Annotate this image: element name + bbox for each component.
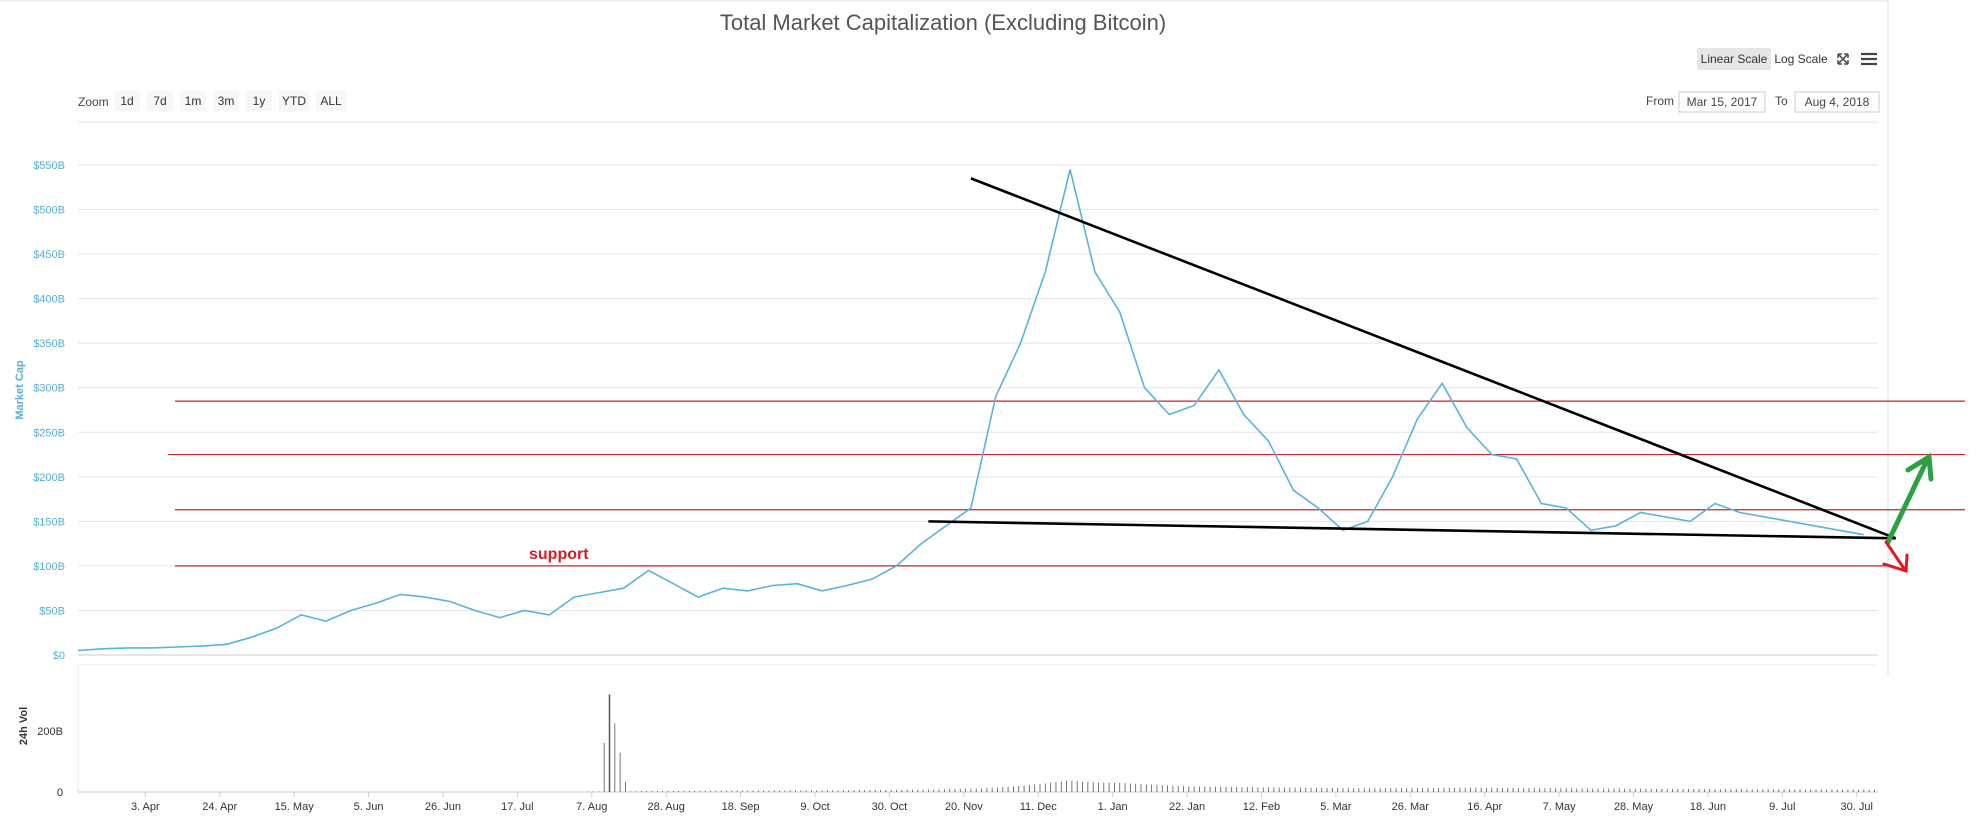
- zoom-button-7d[interactable]: 7d: [147, 91, 173, 111]
- x-tick-label: 9. Oct: [800, 801, 829, 813]
- support-label: support: [529, 546, 589, 563]
- up-arrow: [1885, 452, 1934, 545]
- y-tick-label: $250B: [33, 427, 65, 439]
- y-tick-label: $100B: [33, 561, 65, 573]
- log-scale-button[interactable]: Log Scale: [1774, 52, 1828, 66]
- trendline: [928, 520, 1896, 540]
- y-tick-label: $500B: [33, 205, 65, 217]
- from-date-value: Mar 15, 2017: [1687, 95, 1758, 109]
- y-tick-label: $200B: [33, 472, 65, 484]
- chart-title: Total Market Capitalization (Excluding B…: [720, 10, 1166, 35]
- x-tick-label: 24. Apr: [202, 801, 237, 813]
- x-tick-label: 30. Oct: [872, 801, 907, 813]
- zoom-button-1d[interactable]: 1d: [114, 91, 140, 111]
- volume-tick-label: 0: [57, 787, 63, 799]
- menu-icon[interactable]: [1861, 52, 1877, 66]
- volume-axis-title: 24h Vol: [18, 707, 30, 745]
- zoom-button-label: YTD: [282, 94, 306, 108]
- y-axis-title: Market Cap: [14, 360, 26, 420]
- linear-scale-label: Linear Scale: [1701, 52, 1768, 66]
- y-tick-label: $350B: [33, 338, 65, 350]
- volume-tick-label: 200B: [37, 726, 63, 738]
- market-cap-line: [77, 169, 1864, 652]
- log-scale-label: Log Scale: [1774, 52, 1828, 66]
- y-tick-label: $550B: [33, 160, 65, 172]
- x-tick-label: 26. Mar: [1392, 801, 1430, 813]
- zoom-button-all[interactable]: ALL: [316, 91, 346, 111]
- x-tick-label: 22. Jan: [1169, 801, 1205, 813]
- x-tick-label: 12. Feb: [1243, 801, 1280, 813]
- zoom-button-label: 7d: [153, 94, 166, 108]
- to-label: To: [1775, 94, 1788, 108]
- zoom-button-label: 1m: [185, 94, 202, 108]
- y-tick-label: $400B: [33, 294, 65, 306]
- x-tick-label: 17. Jul: [501, 801, 533, 813]
- x-tick-label: 18. Jun: [1690, 801, 1726, 813]
- x-tick-label: 28. May: [1614, 801, 1654, 813]
- zoom-button-1m[interactable]: 1m: [180, 91, 206, 111]
- zoom-button-3m[interactable]: 3m: [213, 91, 239, 111]
- x-tick-label: 5. Jun: [354, 801, 384, 813]
- trendline: [970, 177, 1897, 540]
- x-tick-label: 16. Apr: [1467, 801, 1502, 813]
- zoom-button-ytd[interactable]: YTD: [279, 91, 309, 111]
- x-tick-label: 1. Jan: [1098, 801, 1128, 813]
- x-tick-label: 15. May: [275, 801, 315, 813]
- y-tick-label: $300B: [33, 383, 65, 395]
- linear-scale-button[interactable]: Linear Scale: [1697, 48, 1771, 70]
- x-tick-label: 18. Sep: [722, 801, 760, 813]
- from-label: From: [1646, 94, 1674, 108]
- x-tick-label: 26. Jun: [425, 801, 461, 813]
- zoom-label: Zoom: [78, 95, 109, 109]
- zoom-button-label: 3m: [218, 94, 235, 108]
- x-tick-label: 28. Aug: [648, 801, 685, 813]
- y-tick-label: $450B: [33, 249, 65, 261]
- x-tick-label: 7. May: [1543, 801, 1577, 813]
- zoom-button-label: 1y: [253, 94, 266, 108]
- down-arrow: [1882, 540, 1909, 574]
- zoom-buttons: 1d 7d 1m 3m 1y YTD ALL: [114, 91, 346, 111]
- y-tick-label: $50B: [39, 605, 65, 617]
- y-tick-label: $150B: [33, 516, 65, 528]
- to-date-value: Aug 4, 2018: [1805, 95, 1870, 109]
- zoom-button-label: ALL: [320, 94, 342, 108]
- x-tick-label: 5. Mar: [1320, 801, 1352, 813]
- x-tick-label: 11. Dec: [1020, 801, 1058, 813]
- y-tick-label: $0: [53, 650, 65, 662]
- x-tick-label: 20. Nov: [945, 801, 983, 813]
- fullscreen-icon[interactable]: [1837, 53, 1849, 65]
- x-tick-label: 7. Aug: [576, 801, 607, 813]
- zoom-button-label: 1d: [120, 94, 133, 108]
- to-date-input[interactable]: Aug 4, 2018: [1794, 91, 1880, 113]
- x-tick-label: 9. Jul: [1769, 801, 1795, 813]
- x-tick-label: 3. Apr: [131, 801, 160, 813]
- x-tick-label: 30. Jul: [1841, 801, 1873, 813]
- from-date-input[interactable]: Mar 15, 2017: [1678, 91, 1766, 113]
- zoom-button-1y[interactable]: 1y: [246, 91, 272, 111]
